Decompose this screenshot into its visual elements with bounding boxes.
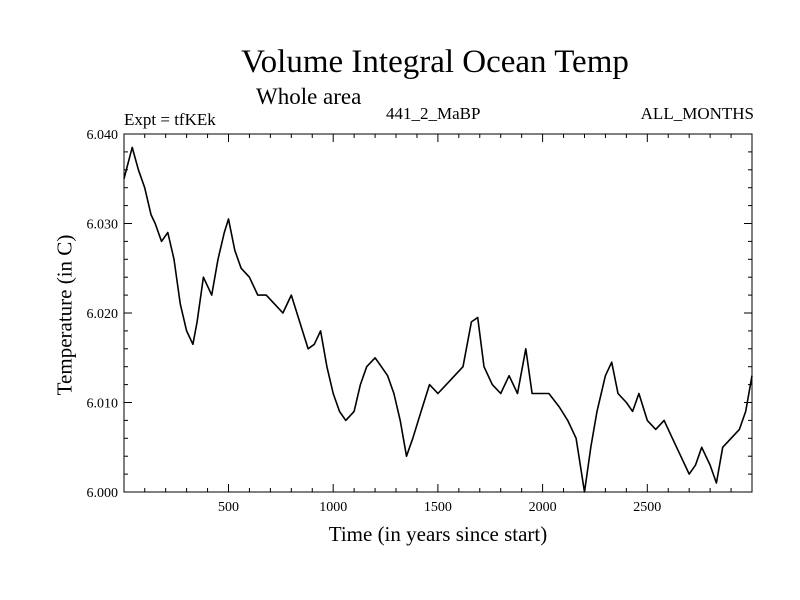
- x-tick-label: 2000: [529, 500, 557, 515]
- y-tick-label: 6.030: [87, 218, 119, 233]
- axis-tick-labels: 500 1000 1500 2000 2500 6.000 6.010 6.020 6.030 6…: [87, 128, 662, 515]
- plot-frame: [123, 133, 753, 493]
- x-tick-label: 500: [218, 500, 239, 515]
- y-tick-label: 6.010: [87, 397, 119, 412]
- y-tick-label: 6.040: [87, 128, 119, 143]
- series-layer: [123, 146, 753, 493]
- y-tick-label: 6.000: [87, 486, 119, 501]
- chart-subtitle: Whole area: [256, 84, 362, 109]
- axis-ticks: [124, 133, 752, 493]
- x-tick-label: 1500: [424, 500, 452, 515]
- x-tick-label: 1000: [319, 500, 347, 515]
- series-line: [123, 146, 753, 493]
- months-label: ALL_MONTHS: [640, 104, 754, 123]
- x-tick-label: 2500: [633, 500, 661, 515]
- run-label: 441_2_MaBP: [386, 104, 481, 123]
- y-tick-label: 6.020: [87, 307, 119, 322]
- x-axis-label: Time (in years since start): [328, 522, 548, 546]
- chart-title: Volume Integral Ocean Temp: [241, 44, 629, 80]
- experiment-label: Expt = tfKEk: [124, 110, 216, 129]
